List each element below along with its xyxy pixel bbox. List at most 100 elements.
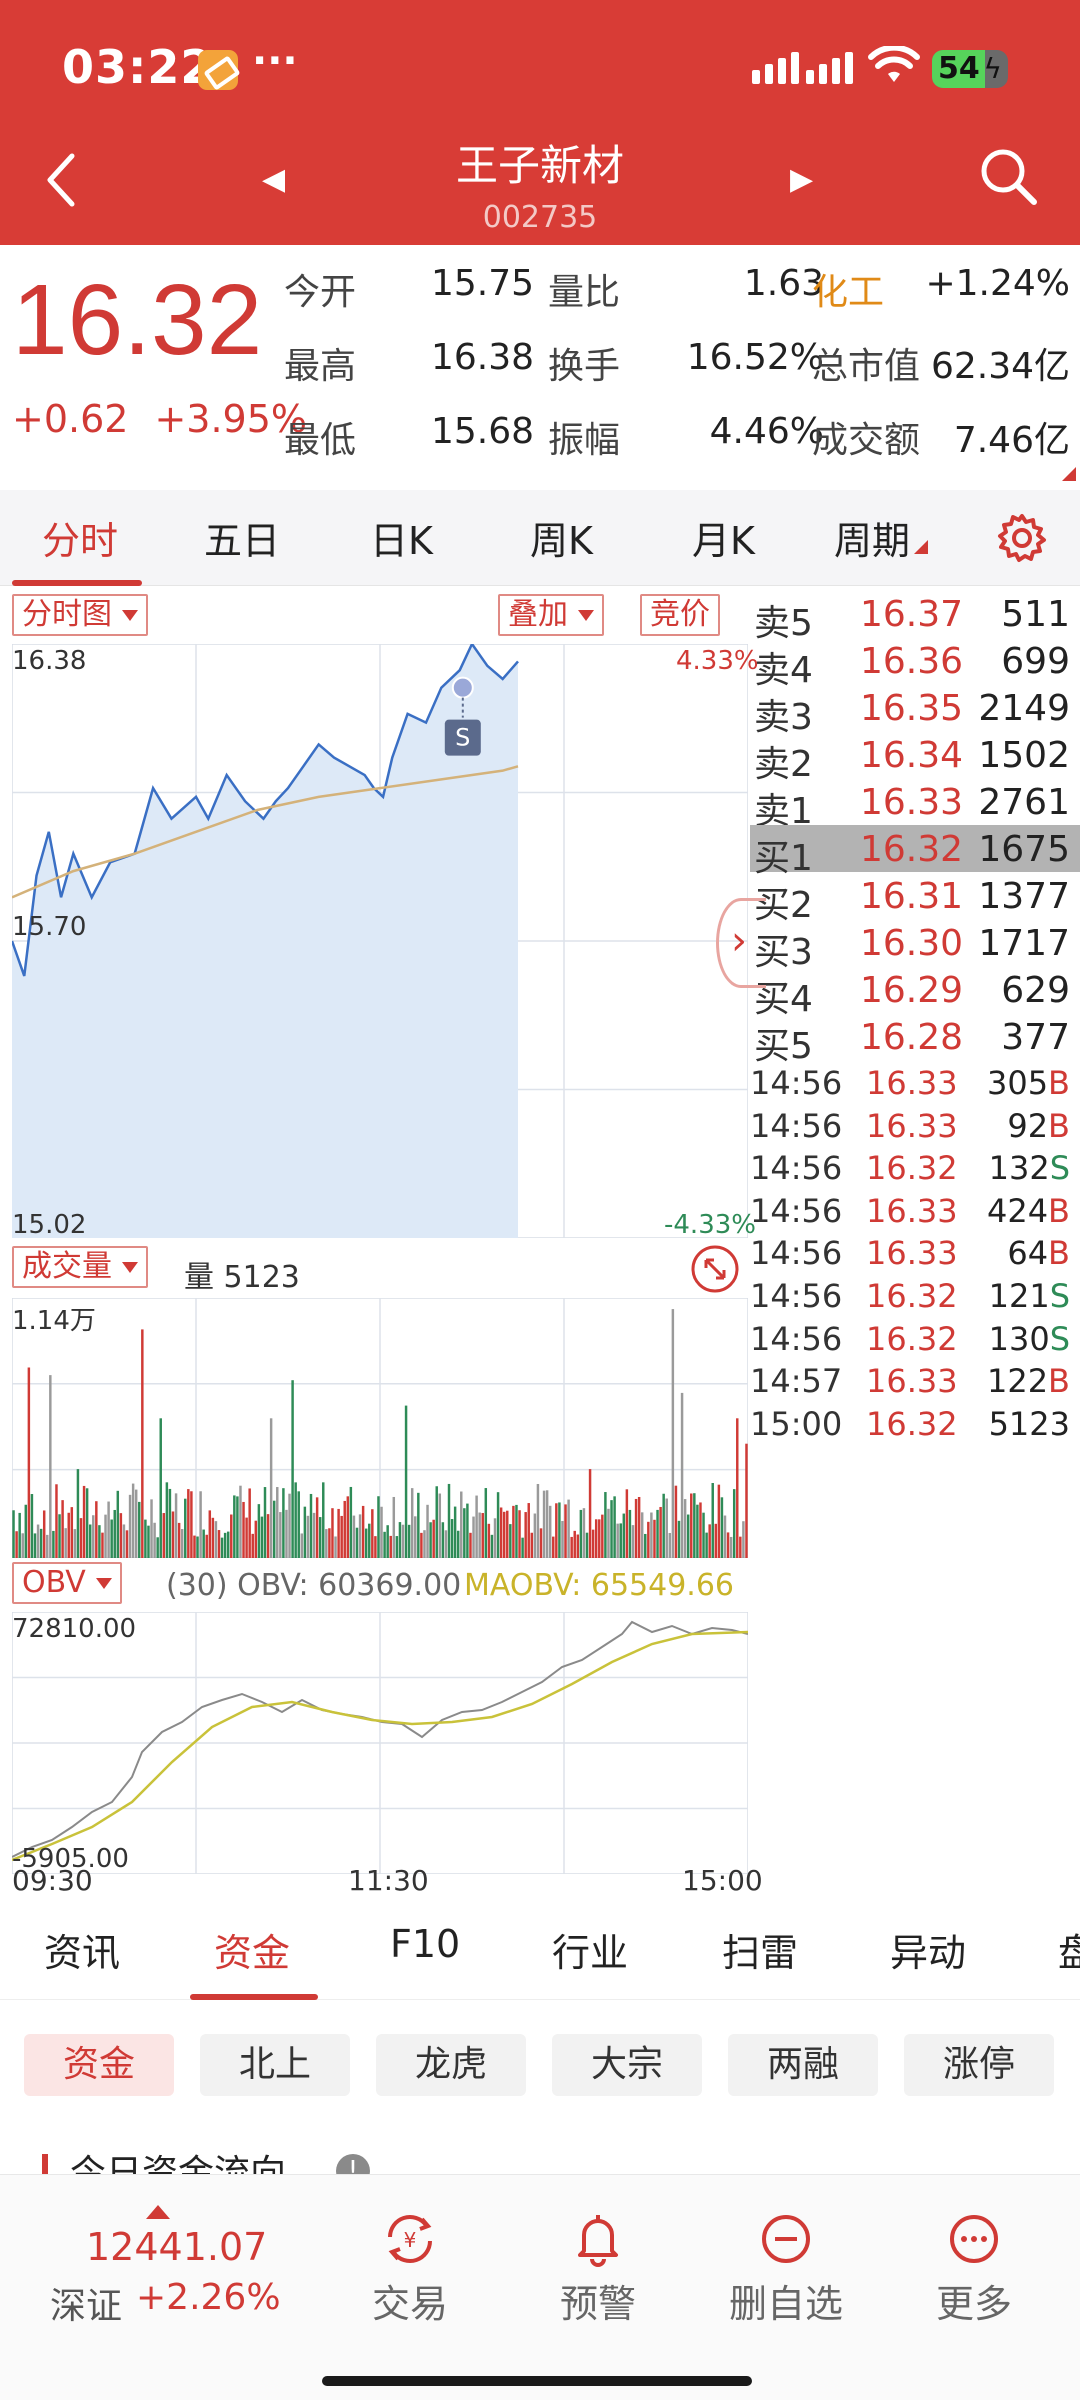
overlay-select[interactable]: 叠加: [498, 594, 604, 636]
subtab-limit-up[interactable]: 涨停: [904, 2034, 1054, 2096]
battery-level: 54: [938, 51, 980, 86]
volume-bar: [223, 1532, 227, 1558]
volume-bar: [239, 1485, 242, 1558]
ask-row[interactable]: 卖1 16.33 2761: [750, 778, 1080, 832]
tick-row[interactable]: 14:56 16.33 92B: [750, 1105, 1080, 1147]
tick-volume-value: 424: [986, 1191, 1049, 1230]
tick-row[interactable]: 14:56 16.33 424B: [750, 1190, 1080, 1232]
tick-row[interactable]: 14:56 16.32 132S: [750, 1147, 1080, 1189]
signal-point[interactable]: [451, 676, 474, 699]
tab-five-day[interactable]: 五日: [204, 519, 281, 563]
expand-corner-icon[interactable]: [1062, 467, 1076, 481]
bid-row[interactable]: 买4 16.29 629: [750, 966, 1080, 1020]
bid-row[interactable]: 买1 16.32 1675: [750, 825, 1080, 879]
tab-news[interactable]: 资讯: [44, 1931, 121, 1975]
volume-bar: [257, 1504, 261, 1558]
volume-bar: [52, 1530, 55, 1558]
volume-bar: [165, 1482, 169, 1558]
volume-bar: [159, 1418, 162, 1558]
tick-direction-flag: B: [1048, 1234, 1070, 1273]
back-icon[interactable]: [42, 150, 82, 210]
tab-more-partial[interactable]: 盘: [1058, 1931, 1080, 1975]
battery-icon: 54 ϟ: [932, 50, 1008, 88]
gear-icon[interactable]: [996, 512, 1048, 564]
volume-bar: [506, 1510, 509, 1558]
tab-month-k[interactable]: 月K: [692, 519, 755, 563]
volume-bar: [567, 1499, 570, 1558]
signal-badge[interactable]: [444, 719, 481, 756]
orderbook-expand-icon[interactable]: ›: [716, 898, 766, 988]
sector-label[interactable]: 化工: [812, 272, 885, 313]
subtab-dragon-tiger[interactable]: 龙虎: [376, 2034, 526, 2096]
tab-intraday[interactable]: 分时: [42, 519, 119, 563]
volume-chart[interactable]: [12, 1298, 748, 1558]
volume-bar: [640, 1512, 644, 1558]
prev-stock-icon[interactable]: ◀: [262, 162, 286, 197]
bid-row[interactable]: 买3 16.30 1717: [750, 919, 1080, 973]
bid-row[interactable]: 买5 16.28 377: [750, 1013, 1080, 1067]
volume-bar: [401, 1524, 405, 1558]
volume-bar: [125, 1530, 129, 1558]
signal-badge-label: S: [455, 724, 470, 752]
quote-row-2: 最高 16.38 换手 16.52% 总市值 62.34亿: [284, 337, 1074, 397]
volume-bar: [398, 1522, 402, 1558]
tick-time: 15:00: [750, 1404, 843, 1443]
bid-row[interactable]: 买2 16.31 1377: [750, 872, 1080, 926]
expand-icon[interactable]: [690, 1244, 740, 1294]
subtab-block-trade[interactable]: 大宗: [552, 2034, 702, 2096]
volume-bar: [233, 1495, 236, 1558]
volume-bar: [680, 1392, 684, 1558]
volume-bar: [141, 1329, 144, 1558]
tab-risk-scan[interactable]: 扫雷: [722, 1931, 799, 1975]
subtab-margin[interactable]: 两融: [728, 2034, 878, 2096]
volume-bar: [220, 1537, 224, 1558]
obv-axis-top: 72810.00: [12, 1614, 137, 1644]
obv-chart[interactable]: [12, 1612, 748, 1874]
home-indicator[interactable]: [322, 2376, 752, 2386]
quote-panel: 16.32 +0.62 +3.95% 今开 15.75 量比 1.63 化工 +1…: [0, 245, 1080, 485]
ask-row[interactable]: 卖4 16.36 699: [750, 637, 1080, 691]
indicator-select[interactable]: OBV: [12, 1562, 122, 1604]
tick-time: 14:57: [750, 1362, 843, 1401]
remove-watchlist-button[interactable]: 删自选: [706, 2211, 866, 2351]
tab-anomaly[interactable]: 异动: [890, 1931, 967, 1975]
period-tabs: 分时 五日 日K 周K 月K 周期: [0, 490, 1080, 586]
trade-button[interactable]: ¥ 交易: [330, 2211, 490, 2351]
ask-row[interactable]: 卖2 16.34 1502: [750, 731, 1080, 785]
auction-button[interactable]: 竞价: [640, 594, 720, 636]
subtab-funds[interactable]: 资金: [24, 2034, 174, 2096]
tick-row[interactable]: 14:56 16.32 130S: [750, 1318, 1080, 1360]
tick-row[interactable]: 14:56 16.32 121S: [750, 1275, 1080, 1317]
ask-row[interactable]: 卖5 16.37 511: [750, 590, 1080, 644]
index-value[interactable]: 12441.07: [86, 2225, 268, 2269]
tab-f10[interactable]: F10: [390, 1922, 461, 1966]
tick-row[interactable]: 14:57 16.33 122B: [750, 1360, 1080, 1402]
tab-industry[interactable]: 行业: [552, 1931, 629, 1975]
volume-bar: [671, 1309, 675, 1558]
chart-mode-select[interactable]: 分时图: [12, 594, 148, 636]
ask-row[interactable]: 卖3 16.35 2149: [750, 684, 1080, 738]
volume-bar: [322, 1482, 325, 1558]
obv-axis-bottom: -5905.00: [12, 1844, 129, 1874]
volume-mode-select[interactable]: 成交量: [12, 1246, 148, 1288]
alert-button[interactable]: 预警: [518, 2211, 678, 2351]
subtab-northbound[interactable]: 北上: [200, 2034, 350, 2096]
index-change[interactable]: +2.26%: [136, 2277, 281, 2318]
tab-funds[interactable]: 资金: [214, 1931, 291, 1975]
volume-bar: [162, 1513, 166, 1558]
index-name[interactable]: 深证: [50, 2286, 123, 2327]
ask-level-label: 卖4: [754, 650, 813, 691]
tab-day-k[interactable]: 日K: [370, 519, 433, 563]
tick-row[interactable]: 14:56 16.33 64B: [750, 1232, 1080, 1274]
tick-price: 16.32: [866, 1404, 958, 1443]
search-icon[interactable]: [976, 144, 1040, 208]
tick-row[interactable]: 14:56 16.33 305B: [750, 1062, 1080, 1104]
ask-volume: 511: [1001, 594, 1070, 635]
more-button[interactable]: 更多: [894, 2211, 1054, 2351]
tick-row[interactable]: 15:00 16.32 5123: [750, 1403, 1080, 1445]
volume-bar: [499, 1507, 503, 1558]
tab-week-k[interactable]: 周K: [530, 519, 593, 563]
price-chart[interactable]: S: [12, 644, 748, 1238]
tab-period[interactable]: 周期: [834, 510, 929, 565]
next-stock-icon[interactable]: ▶: [790, 162, 814, 197]
